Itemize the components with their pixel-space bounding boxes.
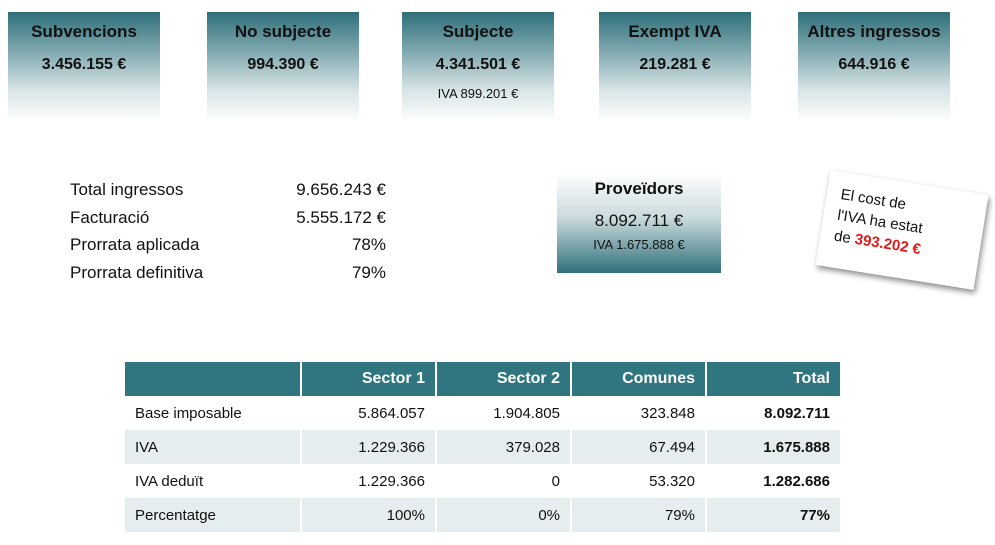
- card: Exempt IVA 219.281 €: [599, 12, 751, 122]
- card-value: 4.341.501 €: [435, 56, 521, 73]
- table-row: IVA 1.229.366 379.028 67.494 1.675.888: [125, 430, 842, 464]
- table-cell: IVA deduït: [125, 464, 302, 498]
- summary-value: 78%: [351, 235, 386, 254]
- summary-label: Total ingressos: [70, 180, 184, 199]
- header-cell: Sector 1: [301, 362, 437, 396]
- table-cell: IVA: [125, 430, 302, 464]
- card-value: 994.390 €: [247, 56, 319, 73]
- providers-value: 8.092.711 €: [594, 211, 684, 230]
- summary-row: Prorrata aplicada 78%: [70, 235, 386, 255]
- header-cell: Comunes: [571, 362, 707, 396]
- table-cell: 0%: [436, 498, 572, 532]
- table-cell: 79%: [571, 498, 707, 532]
- table-row: Percentatge 100% 0% 79% 77%: [125, 498, 842, 532]
- table-row: Base imposable 5.864.057 1.904.805 323.848 8…: [125, 396, 842, 430]
- table-cell: 77%: [706, 498, 842, 532]
- card: Altres ingressos 644.916 €: [798, 12, 950, 122]
- card: No subjecte 994.390 €: [207, 12, 359, 122]
- summary-row: Total ingressos 9.656.243 €: [70, 180, 386, 200]
- table-cell: 53.320: [571, 464, 707, 498]
- providers-title: Proveïdors: [594, 179, 684, 198]
- table-cell: 1.229.366: [301, 430, 437, 464]
- card-title: Altres ingressos: [807, 22, 941, 41]
- summary-value: 9.656.243 €: [296, 180, 386, 199]
- summary-label: Facturació: [70, 207, 150, 227]
- header-cell: Sector 2: [436, 362, 572, 396]
- table-cell: 100%: [301, 498, 437, 532]
- table-cell: Percentatge: [125, 498, 302, 532]
- header-cell: [125, 362, 302, 396]
- table-cell: 67.494: [571, 430, 707, 464]
- table-cell: 379.028: [436, 430, 572, 464]
- table-cell: 1.229.366: [301, 464, 437, 498]
- card-title: No subjecte: [234, 22, 332, 41]
- card-title: Subvencions: [31, 22, 137, 41]
- table-cell: Base imposable: [125, 396, 302, 430]
- table-cell: 1.904.805: [436, 396, 572, 430]
- providers-sub: IVA 1.675.888 €: [593, 237, 685, 252]
- card-value: 644.916 €: [838, 56, 910, 73]
- summary-label: Prorrata definitiva: [70, 262, 204, 282]
- table-cell: 1.675.888: [706, 430, 842, 464]
- table: Sector 1 Sector 2 Comunes Total Base imposab…: [125, 362, 842, 532]
- table-row: IVA deduït 1.229.366 0 53.320 1.282.686: [125, 464, 842, 498]
- header-cell: Total: [706, 362, 842, 396]
- summary-row: Facturació 5.555.172 €: [70, 208, 386, 228]
- card: Subvencions 3.456.155 €: [8, 12, 160, 122]
- card-value: 219.281 €: [639, 56, 711, 73]
- summary-value: 79%: [351, 262, 386, 282]
- summary-label: Prorrata aplicada: [70, 235, 200, 254]
- card-sub: IVA 899.201 €: [437, 86, 519, 101]
- summary-row: Prorrata definitiva 79%: [70, 263, 386, 283]
- note: El cost de l'IVA ha estat de 393.202 €: [815, 170, 989, 290]
- note-line: de: [832, 227, 853, 247]
- providers-box: Proveïdors 8.092.711 € IVA 1.675.888 €: [557, 173, 721, 273]
- table-cell: 1.282.686: [706, 464, 842, 498]
- table-cell: 323.848: [571, 396, 707, 430]
- card-title: Subjecte: [442, 22, 514, 41]
- card-title: Exempt IVA: [628, 22, 722, 41]
- table-cell: 8.092.711: [706, 396, 842, 430]
- card-value: 3.456.155 €: [41, 56, 127, 73]
- table-cell: 0: [436, 464, 572, 498]
- card: Subjecte 4.341.501 € IVA 899.201 €: [402, 12, 554, 122]
- table-cell: 5.864.057: [301, 396, 437, 430]
- summary-value: 5.555.172 €: [296, 207, 386, 227]
